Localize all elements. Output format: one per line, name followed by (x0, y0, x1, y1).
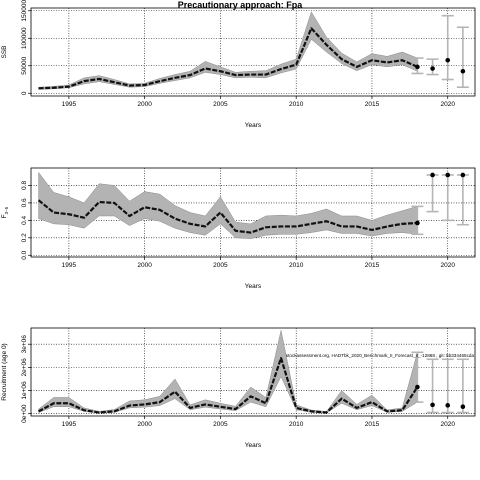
y-tick-label: 0e+00 (21, 404, 28, 423)
y-tick-label: 1e+06 (21, 381, 28, 400)
y-tick-label: 0 (21, 91, 28, 95)
x-tick-label: 2015 (365, 421, 380, 428)
estimate-line (38, 27, 418, 90)
x-tick-label: 2000 (137, 262, 152, 269)
forecast-point (445, 57, 451, 63)
plot-frame (30, 167, 476, 258)
x-axis-label: Years (245, 283, 262, 290)
x-axis-label: Years (245, 442, 262, 449)
fishing-mortality-panel: 1995 2000 2005 2010 2015 2020 0.0 0.2 0.4 0.6 0.8 Y… (1, 167, 476, 290)
x-tick-label: 2020 (440, 262, 455, 269)
y-tick-label: 0.4 (21, 215, 28, 224)
y-tick-label: 2e+06 (21, 358, 28, 377)
forecast-point (460, 172, 466, 178)
y-tick-label: 50000 (21, 56, 28, 74)
x-tick-label: 2010 (289, 101, 304, 108)
x-tick-label: 2010 (289, 262, 304, 269)
x-tick-label: 2005 (213, 262, 228, 269)
y-axis-label-main: F (1, 214, 8, 218)
y-axis-label: SSB (1, 45, 8, 58)
figure-title: Precautionary approach: Fpa (178, 0, 304, 10)
forecast-point (460, 68, 466, 74)
x-tick-label: 1995 (62, 262, 77, 269)
y-axis-label: F3−5 (1, 206, 9, 218)
x-tick-label: 1995 (62, 101, 77, 108)
y-tick-label: 3e+06 (21, 335, 28, 354)
forecast-point (415, 64, 420, 70)
forecast-point (430, 402, 435, 408)
x-tick-label: 2000 (137, 421, 152, 428)
forecast-point (415, 220, 420, 226)
y-tick-label: 0.2 (21, 233, 28, 242)
forecast-point (445, 172, 451, 178)
y-axis-label-subscript: 3−5 (4, 206, 9, 214)
plot-frame (30, 7, 476, 97)
y-tick-label: 0.8 (21, 181, 28, 190)
x-tick-label: 2000 (137, 101, 152, 108)
confidence-band (38, 330, 418, 414)
y-tick-label: 0.0 (21, 250, 28, 259)
x-tick-label: 2010 (289, 421, 304, 428)
stockassessment-annotation: stockassessment.org, HADTbk_2020_Benchma… (286, 353, 475, 358)
x-axis-label: Years (245, 122, 262, 129)
y-tick-label: 150000 (21, 0, 28, 22)
recruitment-panel: 1995 2000 2005 2010 2015 2020 0e+00 1e+06 2e+06 3… (1, 327, 476, 449)
y-axis-label: Recruitment (age 0) (1, 343, 8, 400)
forecast-point (430, 66, 435, 71)
x-tick-label: 1995 (62, 421, 77, 428)
x-tick-label: 2005 (213, 101, 228, 108)
x-tick-label: 2015 (365, 262, 380, 269)
x-tick-label: 2020 (440, 421, 455, 428)
forecast-point (460, 404, 466, 410)
x-tick-label: 2015 (365, 101, 380, 108)
estimate-line (37, 199, 418, 234)
forecast-point (430, 172, 435, 178)
estimate-line (38, 357, 419, 414)
x-tick-label: 2020 (440, 101, 455, 108)
forecast-point (415, 384, 420, 390)
x-tick-label: 2005 (213, 421, 228, 428)
ssb-panel: 1995 2000 2005 2010 2015 2020 0 50000 100000 1500… (1, 0, 476, 129)
y-tick-label: 0.6 (21, 198, 28, 207)
confidence-band (38, 11, 418, 90)
forecast-point (445, 403, 451, 408)
y-tick-label: 100000 (21, 27, 28, 49)
plot-frame (30, 327, 476, 417)
